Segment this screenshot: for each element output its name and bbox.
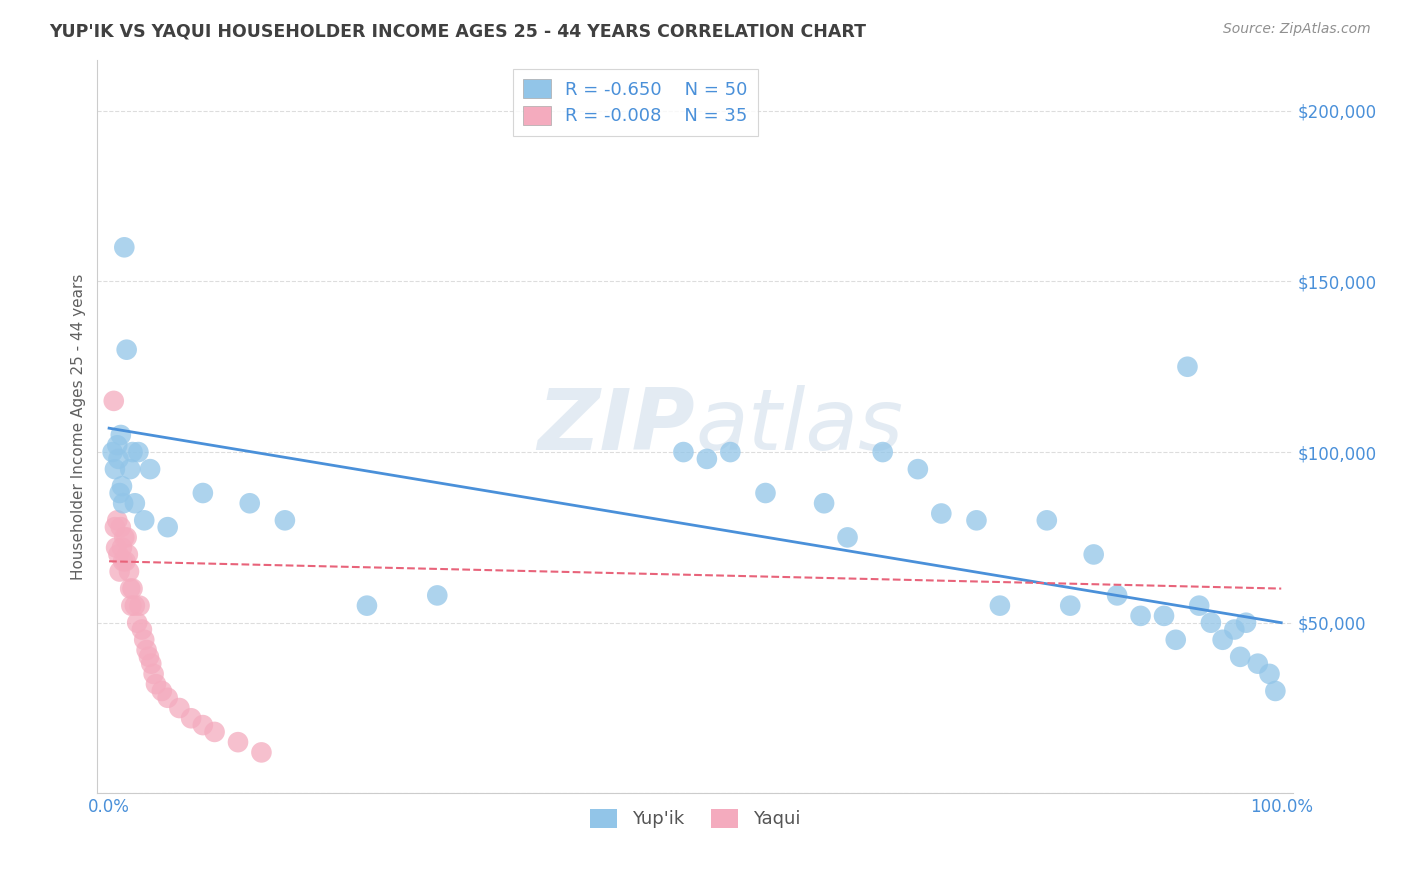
Point	[150, 684, 173, 698]
Point	[1059, 599, 1081, 613]
Point	[239, 496, 262, 510]
Point	[120, 462, 142, 476]
Point	[103, 393, 125, 408]
Point	[156, 690, 179, 705]
Point	[131, 623, 153, 637]
Point	[1036, 513, 1059, 527]
Point	[111, 479, 134, 493]
Point	[1247, 657, 1270, 671]
Point	[107, 548, 129, 562]
Point	[120, 599, 142, 613]
Point	[124, 496, 146, 510]
Point	[105, 541, 128, 555]
Point	[1107, 588, 1129, 602]
Point	[112, 240, 135, 254]
Point	[1234, 615, 1257, 630]
Point	[191, 486, 214, 500]
Text: YUP'IK VS YAQUI HOUSEHOLDER INCOME AGES 25 - 44 YEARS CORRELATION CHART: YUP'IK VS YAQUI HOUSEHOLDER INCOME AGES …	[49, 22, 866, 40]
Point	[104, 520, 127, 534]
Text: atlas: atlas	[695, 385, 903, 468]
Point	[1129, 608, 1152, 623]
Point	[145, 677, 167, 691]
Point	[672, 445, 695, 459]
Point	[872, 445, 894, 459]
Point	[191, 718, 214, 732]
Point	[1164, 632, 1187, 647]
Point	[696, 451, 718, 466]
Point	[110, 520, 132, 534]
Point	[356, 599, 378, 613]
Point	[127, 615, 149, 630]
Point	[135, 643, 157, 657]
Point	[138, 649, 160, 664]
Point	[180, 711, 202, 725]
Point	[718, 445, 741, 459]
Point	[121, 582, 143, 596]
Point	[112, 496, 135, 510]
Point	[226, 735, 249, 749]
Point	[1177, 359, 1199, 374]
Point	[108, 565, 131, 579]
Point	[274, 513, 297, 527]
Point	[204, 725, 226, 739]
Point	[114, 554, 136, 568]
Point	[104, 462, 127, 476]
Point	[1229, 649, 1251, 664]
Point	[118, 565, 141, 579]
Legend: Yup'ik, Yaqui: Yup'ik, Yaqui	[583, 802, 807, 836]
Y-axis label: Householder Income Ages 25 - 44 years: Householder Income Ages 25 - 44 years	[72, 273, 86, 580]
Point	[139, 462, 162, 476]
Point	[101, 445, 124, 459]
Point	[1083, 548, 1105, 562]
Point	[1188, 599, 1211, 613]
Text: ZIP: ZIP	[537, 385, 695, 468]
Point	[105, 513, 128, 527]
Point	[112, 530, 135, 544]
Point	[169, 701, 191, 715]
Text: Source: ZipAtlas.com: Source: ZipAtlas.com	[1223, 22, 1371, 37]
Point	[111, 541, 134, 555]
Point	[142, 666, 165, 681]
Point	[121, 445, 143, 459]
Point	[112, 554, 135, 568]
Point	[1258, 666, 1281, 681]
Point	[141, 657, 163, 671]
Point	[907, 462, 929, 476]
Point	[837, 530, 859, 544]
Point	[1212, 632, 1234, 647]
Point	[127, 445, 149, 459]
Point	[134, 632, 156, 647]
Point	[120, 582, 142, 596]
Point	[105, 438, 128, 452]
Point	[124, 599, 146, 613]
Point	[134, 513, 156, 527]
Point	[115, 343, 138, 357]
Point	[1199, 615, 1222, 630]
Point	[1264, 684, 1286, 698]
Point	[108, 486, 131, 500]
Point	[107, 451, 129, 466]
Point	[115, 530, 138, 544]
Point	[929, 507, 952, 521]
Point	[754, 486, 776, 500]
Point	[250, 745, 273, 759]
Point	[117, 548, 139, 562]
Point	[966, 513, 988, 527]
Point	[1223, 623, 1246, 637]
Point	[128, 599, 150, 613]
Point	[110, 428, 132, 442]
Point	[426, 588, 449, 602]
Point	[1153, 608, 1175, 623]
Point	[988, 599, 1011, 613]
Point	[156, 520, 179, 534]
Point	[813, 496, 835, 510]
